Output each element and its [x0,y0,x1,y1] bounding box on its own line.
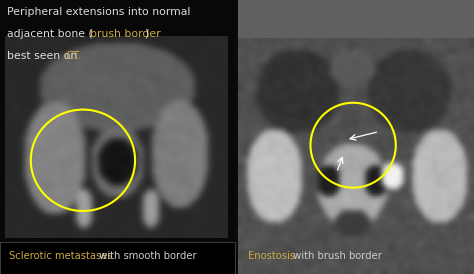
Bar [238,242,474,274]
Text: Sclerotic metastases: Sclerotic metastases [9,251,113,261]
Text: brush border: brush border [90,29,161,39]
Text: best seen on: best seen on [7,51,81,61]
Text: Peripheral extensions into normal: Peripheral extensions into normal [7,7,191,17]
Text: CT.: CT. [65,51,81,61]
Text: ): ) [145,29,149,39]
Text: with smooth border: with smooth border [96,251,197,261]
Text: adjacent bone (: adjacent bone ( [7,29,93,39]
Bar [238,0,474,274]
Text: Enostosis: Enostosis [248,251,295,261]
Bar [0,0,235,274]
Text: with brush border: with brush border [290,251,382,261]
Bar [0,242,235,274]
